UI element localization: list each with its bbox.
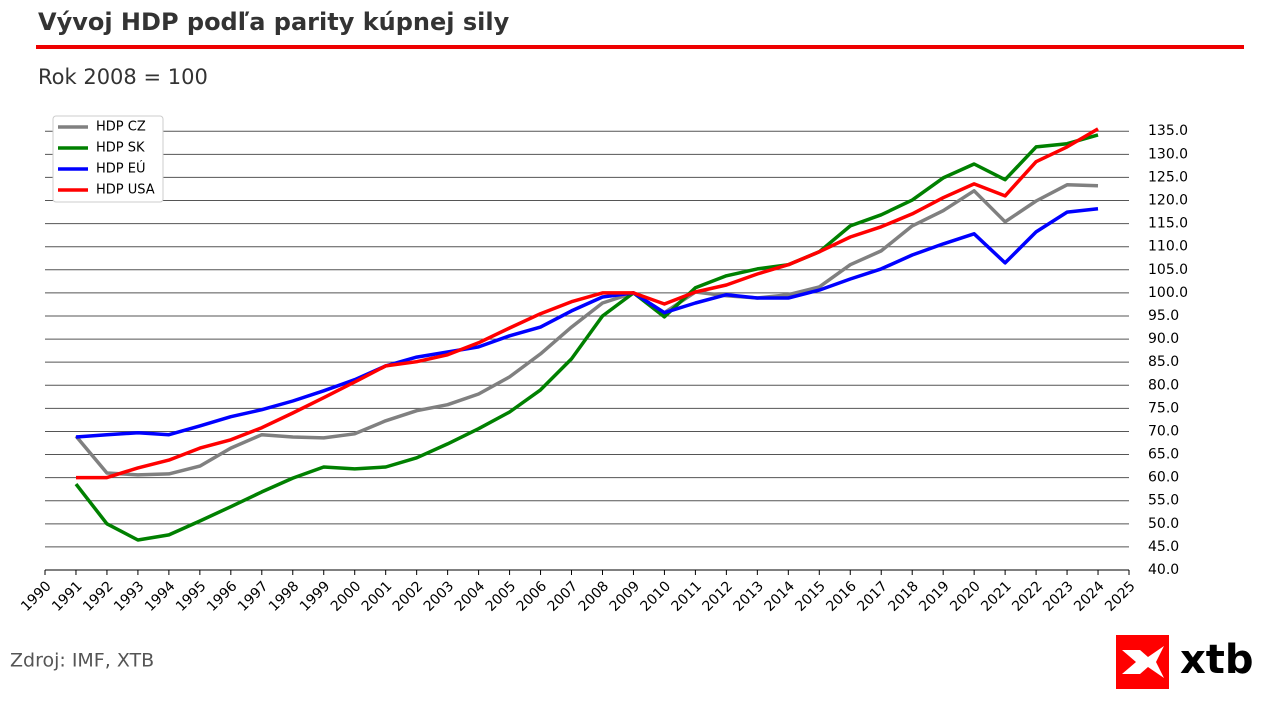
x-tick-label: 2010 [638, 578, 675, 615]
y-tick-label: 55.0 [1148, 493, 1179, 509]
x-tick-label: 1996 [204, 578, 241, 615]
x-tick-label: 2003 [421, 578, 458, 615]
y-tick-label: 60.0 [1148, 470, 1179, 486]
series-line [74, 133, 1099, 542]
x-tick-label: 2022 [1009, 578, 1046, 615]
x-tick-label: 1993 [111, 578, 148, 615]
series-line [74, 183, 1099, 477]
y-tick-label: 45.0 [1148, 539, 1179, 555]
y-tick-label: 80.0 [1148, 377, 1179, 393]
x-tick-label: 2000 [328, 578, 365, 615]
y-tick-label: 50.0 [1148, 516, 1179, 532]
x-tick-label: 1991 [49, 578, 86, 615]
x-tick-label: 2020 [947, 578, 984, 615]
y-tick-label: 130.0 [1148, 146, 1188, 162]
y-tick-label: 110.0 [1148, 239, 1188, 255]
chart-subtitle: Rok 2008 = 100 [38, 65, 208, 89]
x-tick-label: 1997 [235, 578, 272, 615]
chart-title: Vývoj HDP podľa parity kúpnej sily [38, 8, 510, 36]
x-tick-label: 2004 [452, 578, 489, 615]
y-tick-label: 120.0 [1148, 193, 1188, 209]
series-line [76, 127, 1099, 480]
legend-label: HDP EÚ [96, 161, 146, 177]
y-tick-label: 65.0 [1148, 447, 1179, 463]
x-tick-label: 2001 [359, 578, 396, 615]
x-tick-label: 1994 [142, 578, 179, 615]
y-tick-label: 40.0 [1148, 562, 1179, 578]
x-tick-label: 2005 [483, 578, 520, 615]
logo-text: xtb [1180, 637, 1254, 683]
x-tick-label: 1992 [80, 578, 117, 615]
x-tick-label: 2016 [823, 578, 860, 615]
y-tick-label: 115.0 [1148, 216, 1188, 232]
y-tick-label: 135.0 [1148, 123, 1188, 139]
x-tick-label: 1990 [18, 578, 55, 615]
x-tick-label: 1995 [173, 578, 210, 615]
x-tick-label: 2011 [669, 578, 706, 615]
x-tick-label: 2002 [390, 578, 427, 615]
legend-label: HDP SK [96, 141, 145, 156]
y-tick-label: 85.0 [1148, 354, 1179, 370]
x-tick-label: 2014 [761, 578, 798, 615]
x-tick-label: 1998 [266, 578, 303, 615]
y-tick-label: 100.0 [1148, 285, 1188, 301]
y-tick-label: 75.0 [1148, 400, 1179, 416]
x-tick-label: 2015 [792, 578, 829, 615]
series-line [75, 207, 1099, 439]
y-tick-label: 125.0 [1148, 169, 1188, 185]
source: Zdroj: IMF, XTB [10, 650, 154, 672]
x-tick-label: 2018 [885, 578, 922, 615]
x-tick-label: 2023 [1040, 578, 1077, 615]
y-tick-label: 70.0 [1148, 423, 1179, 439]
logo: xtb [1116, 635, 1254, 689]
logo-mark [1122, 646, 1164, 678]
y-tick-label: 95.0 [1148, 308, 1179, 324]
y-tick-label: 105.0 [1148, 262, 1188, 278]
x-tick-label: 2025 [1102, 578, 1139, 615]
x-tick-label: 2021 [978, 578, 1015, 615]
x-tick-label: 2017 [854, 578, 891, 615]
x-tick-label: 1999 [297, 578, 334, 615]
x-tick-label: 2007 [545, 578, 582, 615]
y-tick-label: 90.0 [1148, 331, 1179, 347]
legend-label: HDP CZ [96, 120, 146, 135]
x-tick-label: 2013 [730, 578, 767, 615]
x-tick-label: 2009 [607, 578, 644, 615]
x-tick-label: 2012 [700, 578, 737, 615]
legend-box [52, 115, 164, 203]
x-tick-label: 2019 [916, 578, 953, 615]
x-tick-label: 2024 [1071, 578, 1108, 615]
legend-label: HDP USA [96, 183, 155, 198]
x-tick-label: 2006 [514, 578, 551, 615]
x-tick-label: 2008 [576, 578, 613, 615]
